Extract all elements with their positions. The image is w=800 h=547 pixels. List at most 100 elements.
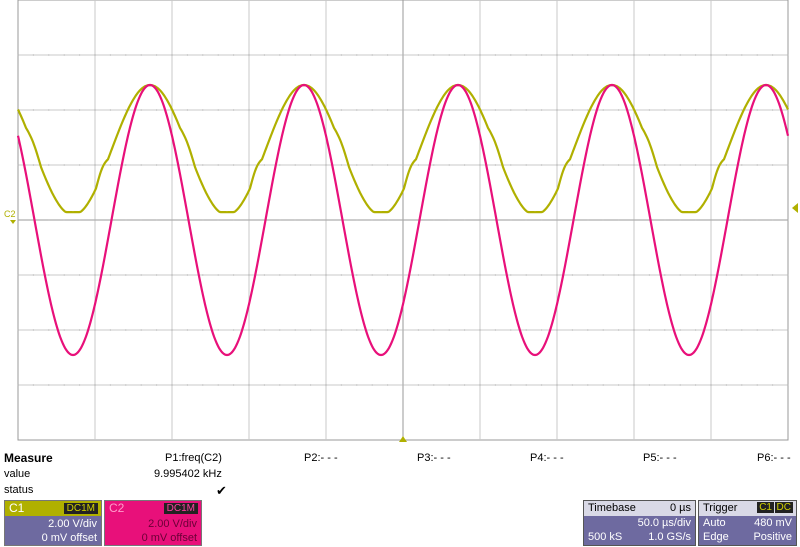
grid-dot [17, 329, 19, 331]
grid-dot [125, 329, 127, 331]
grid-dot [140, 164, 142, 166]
grid-dot [725, 384, 728, 386]
grid-dot [48, 109, 50, 111]
grid-dot [387, 164, 389, 166]
grid-dot [217, 219, 219, 221]
param-p3-label[interactable]: P3:- - - [417, 452, 451, 464]
grid-dot [340, 54, 342, 56]
grid-dot [464, 219, 466, 221]
grid-dot [125, 109, 127, 111]
grid-dot [571, 164, 574, 166]
grid-dot [94, 329, 96, 331]
timebase-title: Timebase [588, 502, 636, 514]
grid-dot [32, 329, 35, 331]
grid-dot [48, 54, 50, 56]
trigger-type: Edge [703, 531, 729, 543]
grid-dot [756, 384, 758, 386]
grid-dot [494, 274, 496, 276]
grid-dot [648, 274, 651, 276]
grid-dot [217, 164, 219, 166]
grid-dot [371, 109, 373, 111]
grid-dot [695, 54, 697, 56]
grid-dot [648, 384, 651, 386]
grid-dot [510, 384, 512, 386]
grid-dot [356, 329, 358, 331]
grid-dot [279, 109, 281, 111]
grid-dot [94, 54, 96, 56]
param-p2-label[interactable]: P2:- - - [304, 452, 338, 464]
grid-dot [156, 109, 158, 111]
channel-marker-c2: C2 [4, 209, 16, 219]
grid-dot [710, 219, 712, 221]
grid-dot [248, 164, 250, 166]
measure-row-status-label: status [4, 484, 34, 496]
timebase-descriptor[interactable]: Timebase 0 µs 50.0 µs/div 500 kS 1.0 GS/… [583, 500, 696, 546]
grid-dot [217, 54, 219, 56]
grid-dot [186, 329, 188, 331]
ground-marker-left [10, 220, 16, 224]
param-p4-label[interactable]: P4:- - - [530, 452, 564, 464]
param-p5-label[interactable]: P5:- - - [643, 452, 677, 464]
grid-dot [387, 219, 389, 221]
grid-dot [233, 54, 235, 56]
channel-c1-coupling: DC1M [63, 503, 98, 514]
grid-dot [186, 109, 188, 111]
grid-dot [710, 164, 712, 166]
param-p1-label[interactable]: P1:freq(C2) [165, 452, 222, 464]
grid-dot [417, 384, 419, 386]
grid-dot [279, 54, 281, 56]
grid-dot [787, 54, 789, 56]
grid-dot [695, 274, 697, 276]
grid-dot [464, 274, 466, 276]
grid-dot [556, 54, 558, 56]
grid-dot [387, 109, 389, 111]
grid-dot [109, 54, 111, 56]
channel-c2-descriptor[interactable]: C2 DC1M 2.00 V/div 0 mV offset [104, 500, 202, 546]
channel-c1-descriptor[interactable]: C1 DC1M 2.00 V/div 0 mV offset [4, 500, 102, 546]
trigger-coupling: DC [774, 502, 793, 513]
grid-dot [48, 274, 50, 276]
grid-dot [725, 54, 728, 56]
grid-dot [310, 329, 312, 331]
grid-dot [294, 384, 296, 386]
grid-dot [233, 164, 235, 166]
grid-dot [294, 54, 296, 56]
trigger-position-marker[interactable] [399, 436, 407, 442]
param-p6-label[interactable]: P6:- - - [757, 452, 791, 464]
trigger-descriptor[interactable]: Trigger C1 DC Auto 480 mV Edge Positive [698, 500, 797, 546]
grid-dot [541, 274, 543, 276]
grid-dot [356, 54, 358, 56]
param-p1-status-check-icon: ✔ [216, 483, 227, 498]
grid-dot [79, 274, 81, 276]
grid-dot [125, 274, 127, 276]
grid-dot [310, 274, 312, 276]
trigger-level-marker[interactable] [792, 203, 798, 213]
grid-dot [756, 54, 758, 56]
grid-dot [171, 384, 173, 386]
grid-dot [664, 384, 666, 386]
grid-dot [387, 274, 389, 276]
grid-dot [433, 219, 435, 221]
grid-dot [741, 164, 743, 166]
grid-dot [433, 329, 435, 331]
grid-dot [310, 54, 312, 56]
grid-dot [725, 274, 728, 276]
grid-dot [664, 109, 666, 111]
grid-dot [402, 54, 404, 56]
grid-dot [741, 274, 743, 276]
grid-dot [602, 219, 604, 221]
grid-dot [464, 164, 466, 166]
grid-dot [79, 329, 81, 331]
grid-dot [525, 384, 527, 386]
grid-dot [17, 219, 19, 221]
grid-dot [525, 54, 527, 56]
grid-dot [494, 384, 496, 386]
grid-dot [664, 219, 666, 221]
grid-dot [772, 384, 774, 386]
trigger-source: C1 [757, 502, 774, 513]
grid-dot [571, 329, 574, 331]
grid-dot [787, 164, 789, 166]
grid-dot [263, 54, 265, 56]
measure-title: Measure [4, 451, 53, 465]
waveform-display[interactable]: C2 [0, 0, 800, 442]
